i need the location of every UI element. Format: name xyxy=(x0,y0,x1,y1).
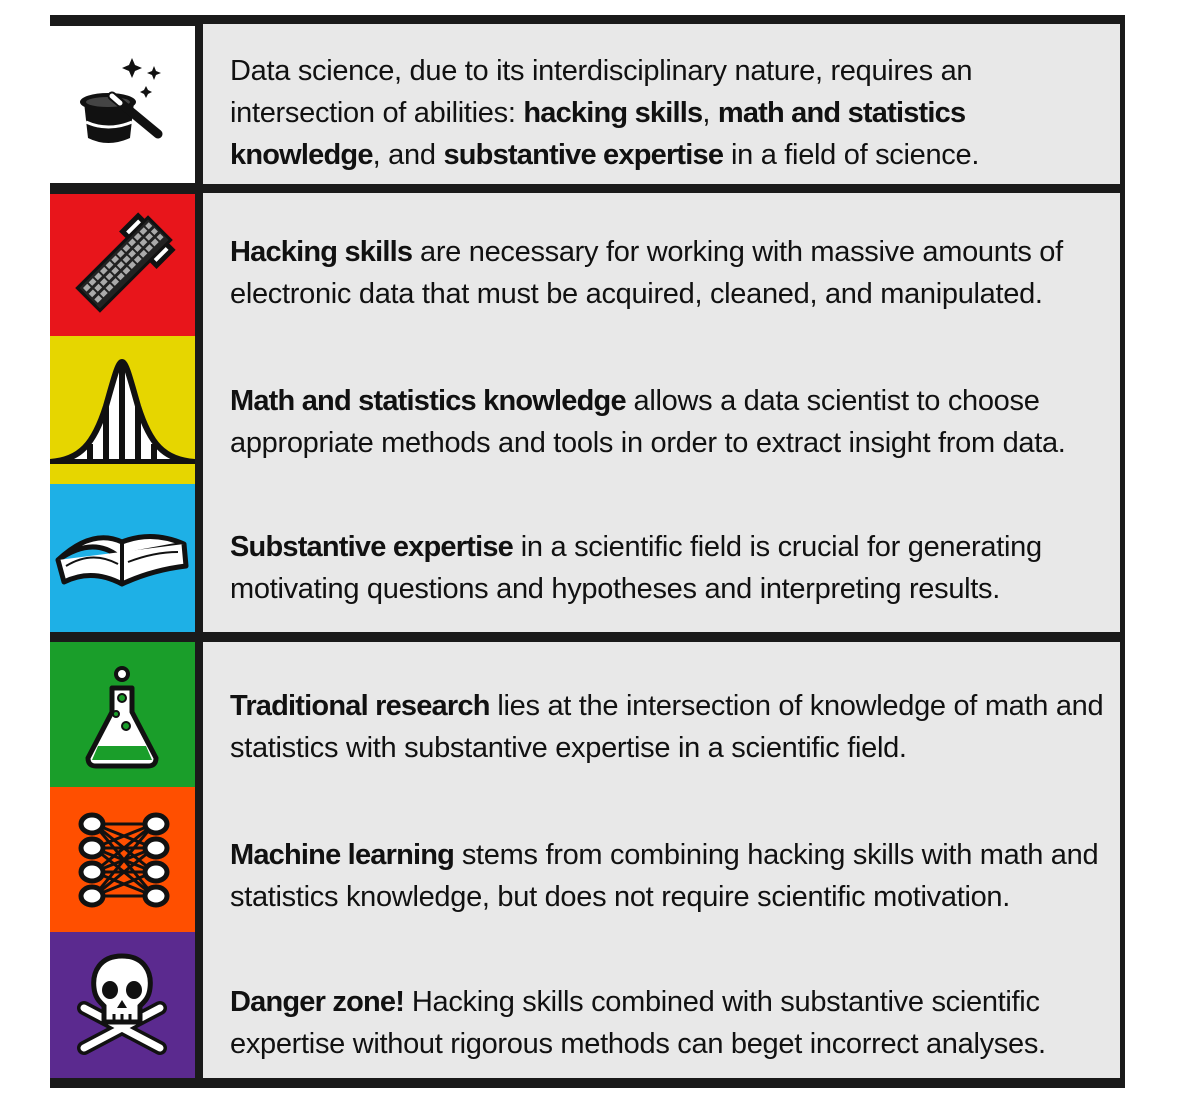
text-run: in a scientific field is crucial for gen… xyxy=(230,531,1042,605)
skull-crossbones-icon xyxy=(72,952,172,1056)
text-run: allows a data scientist to choose approp… xyxy=(230,385,1066,459)
keyboard-hammer-icon xyxy=(72,212,176,316)
text-run: Hacking skills combined with substantive… xyxy=(230,986,1046,1060)
neural-network-icon xyxy=(76,810,172,910)
math-text: Math and statistics knowledge allows a d… xyxy=(230,380,1110,464)
magic-hat-wand-icon xyxy=(72,52,172,152)
bold-term: substantive expertise xyxy=(443,139,724,171)
text-run: in a field of science. xyxy=(723,139,980,171)
text-run: , and xyxy=(372,139,444,171)
intersections-panel xyxy=(203,642,1120,1078)
skills-panel xyxy=(203,193,1120,632)
hacking-text: Hacking skills are necessary for working… xyxy=(230,231,1110,315)
danger-text: Danger zone! Hacking skills combined wit… xyxy=(230,981,1110,1065)
flask-icon xyxy=(82,662,162,772)
bold-term: Danger zone! xyxy=(230,986,405,1018)
bold-term: Traditional research xyxy=(230,690,490,722)
bold-term: Math and statistics knowledge xyxy=(230,385,627,417)
text-run: stems from combining hacking skills with… xyxy=(230,839,1099,913)
text-run: are necessary for working with massive a… xyxy=(230,236,1063,310)
text-run: Data science, due to its interdisciplina… xyxy=(230,55,973,129)
bold-term: math and statistics knowledge xyxy=(230,97,966,171)
text-run: lies at the intersection of knowledge of… xyxy=(230,690,1104,764)
substantive-text: Substantive expertise in a scientific fi… xyxy=(230,526,1110,610)
research-text: Traditional research lies at the interse… xyxy=(230,685,1110,769)
bold-term: Hacking skills xyxy=(230,236,413,268)
open-book-icon xyxy=(52,506,192,606)
bold-term: Machine learning xyxy=(230,839,455,871)
text-run: , xyxy=(702,97,718,129)
machine-text: Machine learning stems from combining ha… xyxy=(230,834,1110,918)
bold-term: Substantive expertise xyxy=(230,531,514,563)
bell-curve-icon xyxy=(50,356,195,464)
bold-term: hacking skills xyxy=(523,97,703,129)
intro-text: Data science, due to its interdisciplina… xyxy=(230,50,1110,176)
intro-panel xyxy=(203,24,1120,184)
